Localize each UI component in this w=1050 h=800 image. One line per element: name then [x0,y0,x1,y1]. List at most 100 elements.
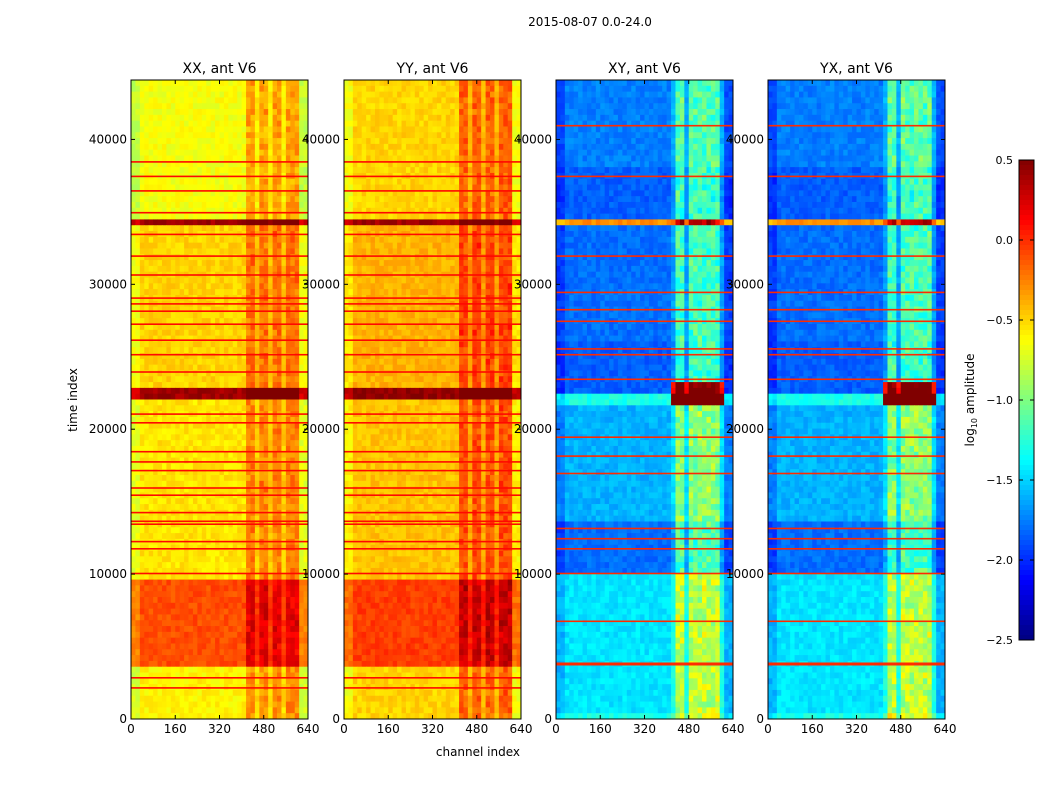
heatmap-cell [192,672,198,679]
heatmap-cell [228,428,234,435]
heatmap-cell [201,109,207,116]
heatmap-cell [135,312,141,319]
heatmap-cell [179,97,185,104]
heatmap-cell [135,399,141,406]
heatmap-cell [170,463,176,470]
heatmap-cell [210,126,216,133]
heatmap-cell [277,451,282,458]
heatmap-cell [401,126,407,133]
heatmap-cell [223,480,229,488]
heatmap-cell [254,225,260,232]
heatmap-cell [290,608,296,615]
heatmap-cell [184,283,189,290]
heatmap-cell [179,689,185,697]
heatmap-cell [157,626,163,633]
heatmap-cell [290,678,296,685]
heatmap-cell [410,80,416,87]
heatmap-cell [485,126,491,133]
heatmap-cell [246,591,251,598]
heatmap-cell [436,149,442,156]
heatmap-cell [272,329,278,336]
heatmap-cell [299,637,304,644]
heatmap-cell [210,504,216,511]
heatmap-cell [131,341,136,348]
heatmap-cell [241,666,247,673]
heatmap-cell [285,469,291,476]
heatmap-cell [197,353,203,360]
heatmap-cell [414,85,420,93]
heatmap-cell [476,149,482,156]
heatmap-cell [166,248,172,255]
heatmap-cell [192,201,198,209]
heatmap-cell [219,631,225,639]
heatmap-cell [153,329,158,336]
heatmap-cell [241,242,247,249]
heatmap-cell [188,138,194,145]
heatmap-cell [290,80,296,87]
heatmap-cell [232,248,238,255]
heatmap-cell [259,544,265,551]
heatmap-cell [170,109,176,116]
heatmap-cell [201,283,207,290]
heatmap-cell [148,254,154,261]
heatmap-cell [379,97,385,104]
heatmap-cell [210,353,216,360]
heatmap-cell [206,579,212,586]
heatmap-cell [303,358,309,366]
heatmap-cell [237,498,243,505]
heatmap-cell [175,451,181,458]
heatmap-cell [294,672,300,679]
heatmap-cell [250,643,256,650]
heatmap-cell [303,440,309,447]
heatmap-cell [277,649,282,656]
heatmap-cell [139,672,145,679]
heatmap-cell [179,236,185,244]
heatmap-cell [228,207,234,215]
heatmap-cell [188,469,194,476]
heatmap-cell [139,591,145,598]
heatmap-cell [215,277,220,284]
heatmap-cell [184,219,189,226]
heatmap-cell [148,283,154,290]
heatmap-cell [299,85,304,93]
heatmap-cell [228,358,234,366]
heatmap-cell [281,236,287,244]
heatmap-cell [294,695,300,702]
heatmap-cell [206,335,212,342]
heatmap-cell [285,265,291,273]
heatmap-cell [263,515,269,522]
rfi-line [131,494,308,496]
heatmap-cell [232,533,238,540]
heatmap-cell [352,126,358,133]
heatmap-cell [188,643,194,650]
heatmap-cell [206,149,212,156]
heatmap-cell [503,85,509,93]
heatmap-cell [290,161,296,168]
heatmap-cell [223,649,229,656]
heatmap-cell [277,608,282,615]
heatmap-cell [139,312,145,319]
heatmap-cell [201,544,207,551]
heatmap-cell [135,445,141,453]
heatmap-cell [184,672,189,679]
heatmap-cell [188,103,194,110]
heatmap-cell [299,480,304,488]
heatmap-cell [219,114,225,122]
heatmap-cell [299,550,304,557]
heatmap-cell [153,713,158,720]
heatmap-cell [277,428,282,435]
heatmap-cell [166,167,172,174]
heatmap-cell [503,80,509,87]
heatmap-cell [259,114,265,122]
heatmap-cell [254,126,260,133]
heatmap-cell [237,85,243,93]
heatmap-cell [272,544,278,551]
heatmap-cell [192,132,198,139]
heatmap-cell [259,457,265,464]
heatmap-cell [201,585,207,592]
heatmap-cell [379,143,385,151]
heatmap-cell [463,149,469,156]
heatmap-cell [135,486,141,493]
heatmap-cell [206,399,212,406]
heatmap-cell [166,660,172,668]
